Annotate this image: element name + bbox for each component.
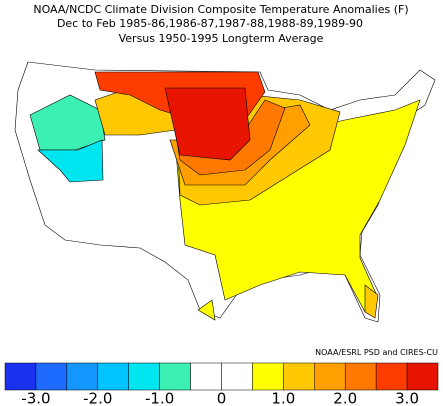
color-bin (97, 362, 129, 391)
credit: NOAA/ESRL PSD and CIRES-CU (315, 348, 438, 357)
tick-label: 1.0 (271, 390, 295, 406)
color-bin (406, 362, 439, 391)
color-bin (221, 362, 253, 391)
color-bin (159, 362, 191, 391)
colorbar: -3.0 -2.0 -1.0 0 1.0 2.0 3.0 (4, 362, 439, 406)
us-map (14, 61, 436, 323)
color-bin (344, 362, 377, 391)
color-bin (190, 362, 222, 391)
color-bin (35, 362, 68, 391)
color-bin (4, 362, 37, 391)
color-bin (128, 362, 160, 391)
tick-label: -3.0 (21, 390, 50, 406)
baseline: Versus 1950-1995 Longterm Average (119, 32, 324, 45)
color-bin (66, 362, 99, 391)
tick-label: 2.0 (333, 390, 357, 406)
subtitle: Dec to Feb 1985-86,1986-87,1987-88,1988-… (57, 17, 363, 30)
tick-label: 3.0 (395, 390, 419, 406)
title: NOAA/NCDC Climate Division Composite Tem… (33, 3, 408, 16)
color-bin (252, 362, 284, 391)
color-bin (283, 362, 315, 391)
color-bin (375, 362, 408, 391)
tick-label: -2.0 (83, 390, 112, 406)
color-bin (314, 362, 346, 391)
tick-label: 0 (217, 390, 227, 406)
tick-label: -1.0 (145, 390, 174, 406)
